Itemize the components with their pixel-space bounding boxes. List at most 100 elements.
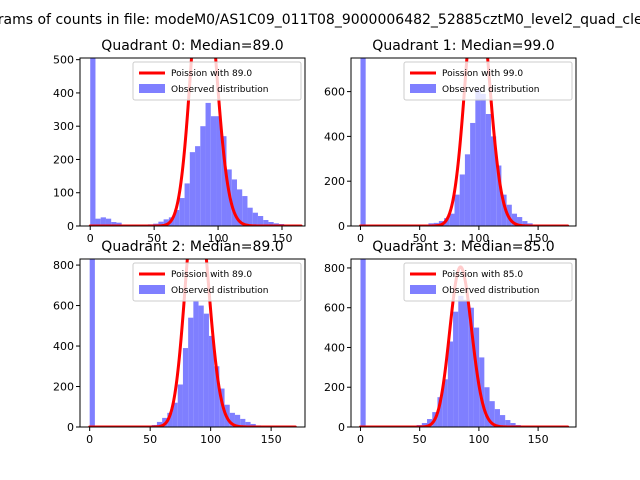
histogram-bar: [105, 218, 112, 226]
histogram-bar: [522, 221, 528, 226]
histogram-bar: [234, 414, 241, 427]
x-tick-label: 0: [86, 433, 93, 446]
histogram-bar: [505, 420, 511, 427]
y-tick-label: 400: [53, 340, 74, 353]
histogram-bar-spike: [90, 58, 96, 226]
y-tick-label: 0: [67, 421, 74, 434]
histogram-bar: [421, 423, 428, 427]
x-tick-label: 100: [468, 232, 489, 245]
histogram-bar: [221, 136, 227, 226]
histogram-bar: [242, 196, 248, 226]
histogram-bar: [468, 307, 474, 427]
plot-area: [358, 58, 570, 226]
histogram-bar: [229, 412, 235, 427]
y-tick-label: 400: [324, 130, 345, 143]
histogram-bar: [208, 335, 215, 427]
subplot-title: Quadrant 3: Median=85.0: [372, 239, 554, 255]
histogram-bar: [517, 217, 523, 226]
histogram-bar: [198, 305, 204, 427]
x-tick-label: 100: [208, 232, 229, 245]
x-tick-label: 50: [143, 433, 157, 446]
axes-frame: [350, 57, 577, 227]
histogram-bar: [156, 421, 163, 427]
histogram-bar: [250, 423, 256, 427]
histogram-bar: [252, 212, 258, 226]
histogram-bar: [463, 299, 469, 427]
y-tick-label: 0: [338, 421, 345, 434]
histogram-bar: [172, 402, 178, 427]
legend: Poission with 99.0 Observed distribution: [403, 61, 573, 101]
legend-label-poisson: Poission with 89.0: [171, 270, 252, 280]
histogram-bar: [453, 311, 459, 427]
histogram-bar-spike: [360, 58, 366, 226]
axes-frame: [350, 258, 577, 428]
legend-label-observed: Observed distribution: [442, 286, 539, 296]
histogram-bar: [501, 194, 507, 226]
histogram-bar: [210, 116, 217, 226]
subplot-quadrant-0: Quadrant 0: Median=89.0 0 50 100 150 0 100 200 3…: [53, 38, 306, 245]
histogram-bar: [184, 183, 190, 226]
legend-label-poisson: Poission with 85.0: [442, 270, 523, 280]
histogram-bar: [511, 213, 518, 226]
subplot-quadrant-3: Quadrant 3: Median=85.0 0 50 100 150 0 200 400 6…: [324, 239, 577, 446]
x-tick-label: 0: [357, 433, 364, 446]
legend-bar-swatch: [139, 285, 165, 294]
histogram-bar: [95, 218, 101, 226]
legend-box: [132, 61, 302, 101]
y-tick-label: 200: [324, 175, 345, 188]
subplot-title: Quadrant 2: Median=89.0: [101, 239, 283, 255]
histogram-bar: [111, 222, 117, 226]
histogram-bar: [499, 415, 506, 427]
x-tick-label: 50: [413, 232, 427, 245]
y-tick-label: 300: [53, 120, 74, 133]
legend-label-observed: Observed distribution: [171, 286, 268, 296]
legend-bar-swatch: [410, 285, 436, 294]
histogram-bar: [496, 165, 502, 226]
legend-bar-swatch: [139, 84, 165, 93]
legend-box: [403, 262, 573, 302]
histogram-bar: [200, 126, 206, 226]
y-tick-label: 200: [53, 153, 74, 166]
legend-label-observed: Observed distribution: [171, 85, 268, 95]
subplots-container: Quadrant 0: Median=89.0 0 50 100 150 0 100 200 3…: [53, 38, 577, 446]
histogram-bar: [203, 313, 209, 427]
histogram-bar: [510, 423, 516, 427]
x-tick-label: 150: [271, 232, 292, 245]
x-tick-label: 0: [87, 232, 94, 245]
histogram-bar: [174, 210, 180, 226]
legend-label-poisson: Poission with 99.0: [442, 69, 523, 79]
y-tick-label: 500: [53, 54, 74, 67]
x-tick-label: 100: [200, 433, 221, 446]
histogram-bar: [214, 366, 220, 427]
legend-label-poisson: Poission with 89.0: [171, 69, 252, 79]
histogram-bar: [216, 116, 222, 226]
histogram-bar: [459, 174, 465, 226]
x-tick-label: 100: [468, 433, 489, 446]
histogram-bar: [437, 397, 443, 427]
histogram-bar: [442, 379, 448, 427]
histogram-bar-spike: [360, 259, 366, 427]
histogram-bar: [494, 409, 500, 427]
legend: Poission with 89.0 Observed distribution: [132, 61, 302, 101]
legend-box: [403, 61, 573, 101]
axes-frame: [79, 258, 306, 428]
histogram-bar: [100, 217, 106, 226]
histogram-bar: [449, 213, 455, 226]
histogram-bar: [480, 93, 486, 226]
x-tick-label: 0: [357, 232, 364, 245]
histogram-bar: [475, 89, 481, 226]
histogram-bar: [263, 220, 269, 226]
y-tick-label: 100: [53, 187, 74, 200]
legend-box: [132, 262, 302, 302]
x-tick-label: 50: [413, 433, 427, 446]
histogram-bar: [490, 136, 497, 226]
histogram-bar: [458, 295, 464, 427]
y-tick-label: 600: [324, 302, 345, 315]
legend-label-observed: Observed distribution: [442, 85, 539, 95]
legend-bar-swatch: [410, 84, 436, 93]
y-tick-label: 200: [53, 381, 74, 394]
y-tick-label: 800: [324, 262, 345, 275]
y-tick-label: 400: [53, 87, 74, 100]
subplot-title: Quadrant 0: Median=89.0: [101, 38, 283, 54]
